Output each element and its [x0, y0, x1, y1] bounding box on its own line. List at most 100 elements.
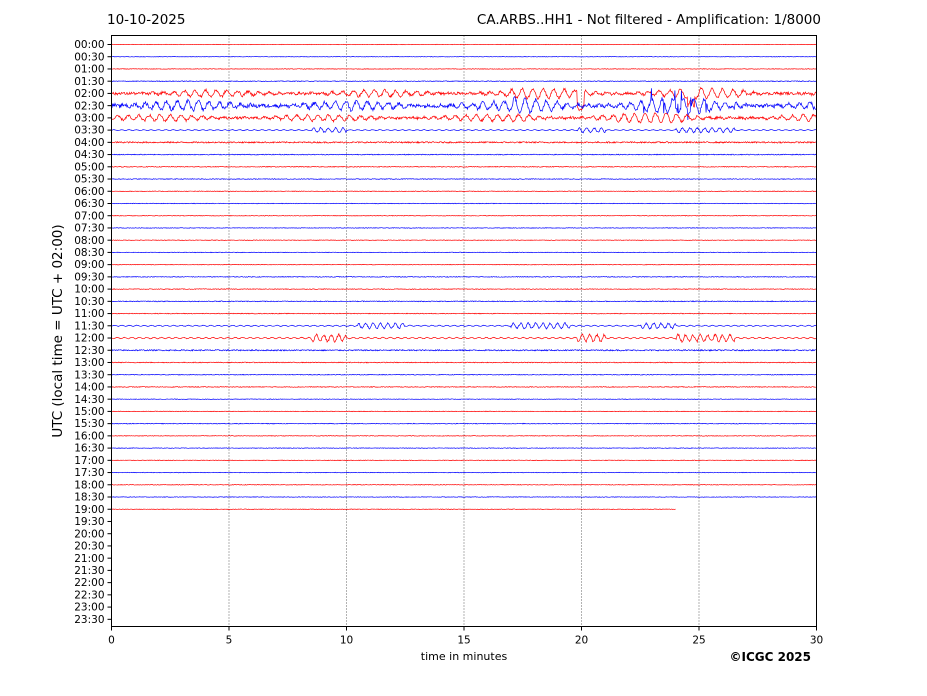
y-tick-label: 22:30	[74, 589, 104, 601]
y-tick-label: 08:30	[74, 247, 104, 259]
y-tick-label: 12:00	[74, 333, 104, 345]
trace-line	[111, 251, 817, 254]
y-tick-label: 20:30	[74, 541, 104, 553]
trace-line	[111, 398, 817, 400]
y-tick-label: 11:30	[74, 320, 104, 332]
trace-line	[111, 88, 817, 120]
y-tick-label: 10:00	[74, 284, 104, 296]
y-tick-label: 01:00	[74, 64, 104, 76]
trace-line	[111, 410, 817, 413]
trace-line	[111, 321, 817, 330]
trace-line	[111, 227, 817, 229]
y-tick-label: 05:30	[74, 174, 104, 186]
chart-title: CA.ARBS..HH1 - Not filtered - Amplificat…	[476, 12, 821, 28]
x-axis-label: time in minutes	[420, 650, 508, 663]
trace-line	[111, 263, 817, 266]
y-tick-label: 09:30	[74, 271, 104, 283]
y-tick-label: 04:00	[74, 137, 104, 149]
trace-line	[111, 140, 817, 144]
y-tick-label: 03:30	[74, 125, 104, 137]
y-tick-label: 15:00	[74, 406, 104, 418]
y-tick-label: 16:00	[74, 430, 104, 442]
y-tick-label: 17:30	[74, 467, 104, 479]
trace-line	[111, 348, 817, 352]
y-tick-label: 06:00	[74, 186, 104, 198]
y-tick-label: 10:30	[74, 296, 104, 308]
grid-lines	[228, 35, 700, 627]
y-tick-label: 04:30	[74, 149, 104, 161]
y-tick-label: 02:00	[74, 88, 104, 100]
trace-line	[111, 214, 817, 217]
y-tick-label: 16:30	[74, 443, 104, 455]
trace-line	[111, 471, 817, 474]
trace-line	[111, 80, 817, 83]
y-tick-label: 19:30	[74, 516, 104, 528]
y-tick-label: 00:30	[74, 51, 104, 63]
x-tick-label: 25	[692, 635, 705, 647]
y-tick-label: 23:30	[74, 614, 104, 626]
y-tick-label: 22:00	[74, 577, 104, 589]
x-tick-label: 30	[810, 635, 823, 647]
y-tick-label: 13:00	[74, 357, 104, 369]
y-tick-label: 19:00	[74, 504, 104, 516]
trace-line	[111, 126, 817, 134]
y-tick-label: 07:30	[74, 223, 104, 235]
y-tick-label: 20:00	[74, 528, 104, 540]
trace-line	[111, 459, 817, 462]
trace-line	[111, 361, 817, 364]
y-tick-label: 08:00	[74, 235, 104, 247]
trace-layer	[111, 43, 817, 510]
x-tick-label: 15	[457, 635, 470, 647]
x-axis: 0 5 10 15 20 25 30	[108, 626, 823, 647]
date-label: 10-10-2025	[107, 12, 186, 28]
trace-line	[111, 288, 817, 290]
trace-line	[111, 86, 817, 112]
y-axis: 00:0000:3001:0001:3002:0002:3003:0003:30…	[74, 39, 112, 626]
y-tick-label: 00:00	[74, 39, 104, 51]
trace-line	[111, 484, 817, 486]
trace-line	[111, 508, 676, 510]
trace-line	[111, 165, 817, 168]
y-tick-label: 21:30	[74, 565, 104, 577]
y-tick-label: 21:00	[74, 553, 104, 565]
y-tick-label: 17:00	[74, 455, 104, 467]
trace-line	[111, 312, 817, 315]
y-tick-label: 14:30	[74, 394, 104, 406]
trace-line	[111, 202, 817, 205]
y-tick-label: 12:30	[74, 345, 104, 357]
trace-line	[111, 300, 817, 303]
x-tick-label: 0	[108, 635, 115, 647]
trace-line	[111, 447, 817, 449]
y-tick-label: 02:30	[74, 100, 104, 112]
y-tick-label: 13:30	[74, 369, 104, 381]
y-tick-label: 01:30	[74, 76, 104, 88]
y-tick-label: 11:00	[74, 308, 104, 320]
copyright-label: ©ICGC 2025	[729, 650, 811, 664]
trace-line	[111, 496, 817, 498]
trace-line	[111, 112, 817, 124]
trace-line	[111, 422, 817, 425]
trace-line	[111, 178, 817, 180]
trace-line	[111, 153, 817, 156]
trace-line	[111, 239, 817, 241]
x-tick-label: 20	[575, 635, 588, 647]
trace-line	[111, 275, 817, 278]
y-tick-label: 05:00	[74, 161, 104, 173]
y-tick-label: 23:00	[74, 602, 104, 614]
x-tick-label: 5	[226, 635, 233, 647]
y-tick-label: 15:30	[74, 418, 104, 430]
y-tick-label: 03:00	[74, 112, 104, 124]
trace-line	[111, 386, 817, 388]
y-tick-label: 18:00	[74, 479, 104, 491]
trace-line	[111, 332, 817, 344]
y-tick-label: 18:30	[74, 492, 104, 504]
y-tick-label: 07:00	[74, 210, 104, 222]
y-tick-label: 06:30	[74, 198, 104, 210]
trace-line	[111, 435, 817, 437]
y-tick-label: 09:00	[74, 259, 104, 271]
trace-line	[111, 190, 817, 192]
y-tick-label: 14:00	[74, 382, 104, 394]
plot-frame	[111, 35, 817, 627]
x-tick-label: 10	[340, 635, 353, 647]
